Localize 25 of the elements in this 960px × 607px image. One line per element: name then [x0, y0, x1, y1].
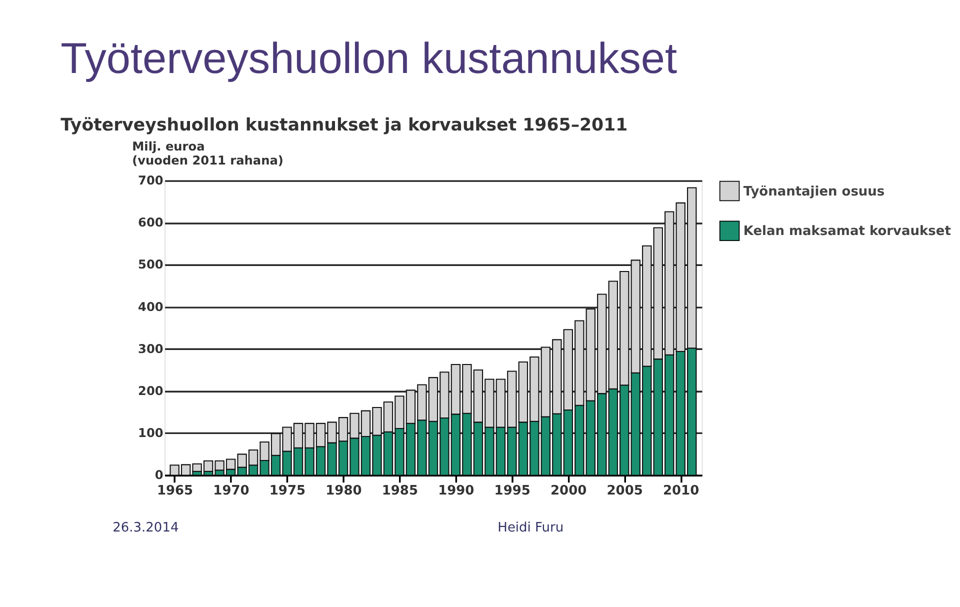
x-tick-label: 1995: [494, 484, 530, 499]
y-tick-label: 700: [138, 174, 164, 188]
x-tick-label: 1980: [326, 484, 362, 499]
text: Heidi Furu: [498, 520, 564, 536]
y-tick-label: 600: [138, 216, 164, 230]
y-tick-label: 300: [138, 342, 164, 356]
x-tick-label: 2010: [662, 484, 700, 499]
legend-label: Kelan maksamat korvaukset: [743, 224, 951, 240]
chart-title: Työterveyshuollon kustannukset: [60, 35, 678, 84]
x-tick-label: 1965: [156, 484, 194, 499]
x-tick-label: 1975: [269, 484, 306, 499]
x-tick-label: 1990: [438, 484, 474, 499]
x-tick-label: 2005: [606, 484, 643, 499]
x-tick-label: 1970: [213, 484, 250, 499]
x-tick-label: 2000: [550, 484, 587, 499]
text: 26.3.2014: [112, 520, 179, 536]
y-tick-label: 0: [154, 468, 164, 482]
x-tick-label: 1985: [382, 484, 418, 499]
chart-subtitle: Työterveyshuollon kustannukset ja korvaukset 1965–2011: [60, 115, 628, 136]
y-axis-title: Milj. euroa (vuoden 2011 rahana): [132, 140, 284, 168]
y-tick-label: 500: [138, 258, 164, 272]
y-tick-label: 200: [138, 384, 164, 398]
y-tick-label: 400: [138, 300, 164, 314]
legend-label: Työnantajien osuus: [743, 184, 885, 200]
y-tick-label: 100: [138, 426, 164, 440]
